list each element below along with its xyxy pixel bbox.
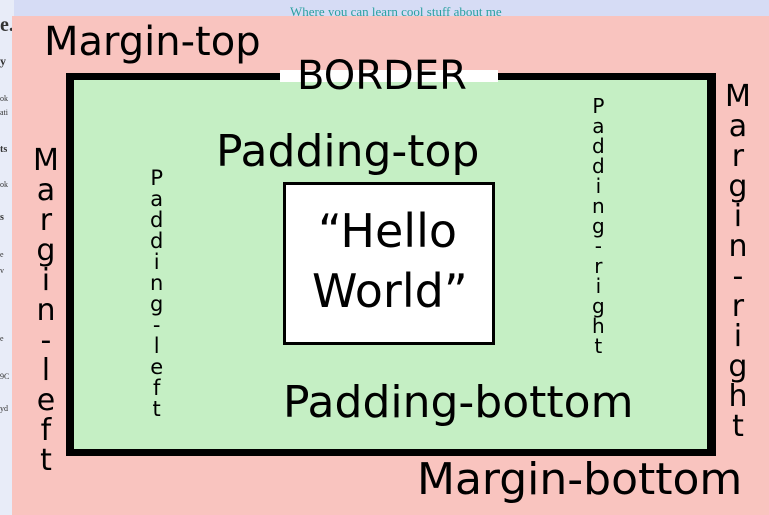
vertical-letter: n bbox=[150, 271, 164, 295]
border-label: BORDER bbox=[297, 53, 467, 99]
vertical-letter: l bbox=[153, 334, 160, 358]
vertical-letter: l bbox=[41, 353, 51, 388]
vertical-letter: d bbox=[592, 154, 605, 178]
background-fragment: s bbox=[0, 212, 4, 223]
vertical-letter: h bbox=[728, 379, 748, 414]
vertical-letter: r bbox=[731, 289, 745, 324]
vertical-letter: i bbox=[153, 250, 160, 274]
vertical-letter: i bbox=[733, 199, 743, 234]
vertical-letter: g bbox=[728, 169, 748, 204]
vertical-letter: M bbox=[33, 143, 59, 178]
vertical-letter: n bbox=[728, 229, 748, 264]
content-box bbox=[283, 182, 495, 345]
vertical-letter: d bbox=[150, 229, 164, 253]
vertical-letter: P bbox=[592, 94, 605, 118]
background-page-header: Where you can learn cool stuff about me bbox=[290, 4, 502, 18]
background-fragment: 9C bbox=[0, 372, 10, 381]
background-fragment: y bbox=[0, 54, 6, 68]
vertical-letter: g bbox=[728, 349, 748, 384]
background-fragment: e. bbox=[0, 14, 14, 36]
vertical-letter: i bbox=[595, 274, 602, 298]
vertical-letter: t bbox=[40, 443, 52, 478]
vertical-letter: i bbox=[595, 174, 602, 198]
vertical-letter: e bbox=[150, 355, 164, 379]
vertical-letter: e bbox=[36, 383, 56, 418]
vertical-letter: f bbox=[152, 376, 161, 400]
vertical-letter: i bbox=[41, 263, 51, 298]
content-text-line1: “Hello bbox=[318, 204, 458, 258]
background-fragment: ok bbox=[0, 180, 8, 189]
vertical-letter: r bbox=[594, 254, 603, 278]
vertical-letter: a bbox=[150, 187, 164, 211]
background-fragment: ok bbox=[0, 94, 8, 103]
content-text-line2: World” bbox=[312, 264, 468, 318]
padding-bottom-label: Padding-bottom bbox=[283, 377, 634, 428]
vertical-letter: g bbox=[150, 292, 164, 316]
border-label-gap bbox=[280, 70, 498, 82]
vertical-letter: - bbox=[594, 234, 602, 258]
vertical-letter: a bbox=[728, 109, 748, 144]
vertical-letter: - bbox=[40, 323, 52, 358]
vertical-letter: a bbox=[592, 114, 605, 138]
vertical-letter: h bbox=[592, 314, 605, 338]
vertical-letter: n bbox=[592, 194, 605, 218]
vertical-letter: f bbox=[40, 413, 52, 448]
vertical-letter: t bbox=[152, 397, 161, 421]
margin-bottom-label: Margin-bottom bbox=[417, 454, 743, 505]
background-fragment: ati bbox=[0, 108, 8, 117]
background-fragment: e bbox=[0, 334, 4, 343]
vertical-letter: g bbox=[592, 294, 605, 318]
vertical-letter: g bbox=[36, 233, 56, 268]
vertical-letter: n bbox=[36, 293, 56, 328]
vertical-letter: r bbox=[39, 203, 53, 238]
background-fragment: v bbox=[0, 266, 4, 275]
background-fragment: ts bbox=[0, 144, 8, 155]
background-page-sidebar: e. y ok ati ts ok s e v e 9C yd bbox=[0, 0, 14, 515]
vertical-letter: - bbox=[732, 259, 744, 294]
vertical-letter: d bbox=[592, 134, 605, 158]
vertical-letter: t bbox=[732, 409, 744, 444]
margin-top-label: Margin-top bbox=[44, 19, 261, 65]
vertical-letter: M bbox=[725, 79, 751, 114]
vertical-letter: a bbox=[36, 173, 56, 208]
vertical-letter: P bbox=[150, 166, 163, 190]
background-fragment: e bbox=[0, 250, 4, 259]
padding-top-label: Padding-top bbox=[216, 126, 480, 177]
vertical-letter: i bbox=[733, 319, 743, 354]
background-fragment: yd bbox=[0, 404, 8, 413]
vertical-letter: - bbox=[152, 313, 161, 337]
vertical-letter: r bbox=[731, 139, 745, 174]
vertical-letter: g bbox=[592, 214, 605, 238]
vertical-letter: d bbox=[150, 208, 164, 232]
vertical-letter: t bbox=[594, 334, 603, 358]
